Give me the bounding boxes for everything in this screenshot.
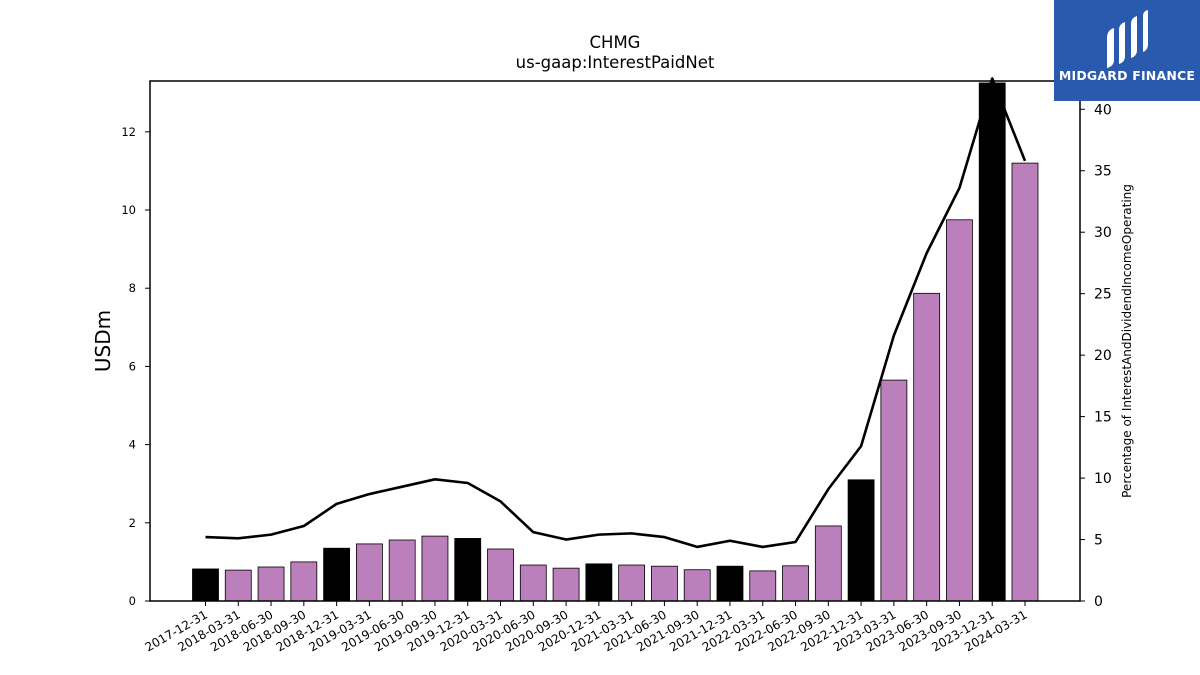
bar bbox=[224, 569, 252, 602]
bar bbox=[519, 564, 547, 602]
y2-tick-label: 40 bbox=[1094, 102, 1112, 118]
bar bbox=[716, 565, 744, 602]
y2-axis-label: Percentage of InterestAndDividendIncomeO… bbox=[1120, 184, 1134, 498]
bar bbox=[421, 535, 449, 602]
y2-tick-label: 10 bbox=[1094, 471, 1112, 487]
bar bbox=[651, 565, 678, 602]
y2-tick-label: 0 bbox=[1094, 594, 1103, 610]
brand-logo: MIDGARD FINANCE bbox=[1054, 0, 1200, 101]
bar bbox=[192, 568, 219, 602]
bar bbox=[585, 563, 613, 602]
bar bbox=[913, 292, 941, 602]
y2-tick-label: 35 bbox=[1094, 164, 1112, 180]
y2-tick-label: 30 bbox=[1094, 225, 1112, 241]
line-path bbox=[205, 77, 1027, 549]
bar bbox=[847, 479, 875, 602]
bar bbox=[782, 565, 809, 602]
y-tick-label: 12 bbox=[121, 125, 136, 139]
bar bbox=[388, 539, 416, 602]
y-tick-label: 2 bbox=[129, 516, 136, 530]
y2-tick-label: 25 bbox=[1094, 287, 1112, 303]
y-tick-label: 6 bbox=[129, 359, 136, 373]
line-series bbox=[205, 77, 1027, 549]
bar bbox=[323, 547, 351, 602]
bar bbox=[487, 548, 514, 602]
plot-frame bbox=[149, 80, 1081, 602]
y-axis-label: USDm bbox=[91, 310, 115, 372]
y-tick-label: 10 bbox=[121, 203, 136, 217]
y2-tick-label: 20 bbox=[1094, 348, 1112, 364]
bar bbox=[946, 219, 973, 602]
midgard-logo-icon bbox=[1107, 10, 1148, 68]
bar bbox=[618, 564, 646, 602]
bar bbox=[1011, 162, 1039, 602]
y2-tick-label: 5 bbox=[1094, 533, 1103, 549]
bar bbox=[880, 379, 908, 602]
bar bbox=[355, 543, 383, 602]
y2-tick-label: 15 bbox=[1094, 410, 1112, 426]
chart-title: CHMG bbox=[590, 33, 641, 52]
bar-series bbox=[192, 82, 1039, 602]
y-axis-left: 0 2 4 6 8 10 12 bbox=[121, 125, 150, 608]
y-tick-label: 4 bbox=[129, 438, 136, 452]
bar bbox=[552, 567, 580, 602]
y-tick-label: 8 bbox=[129, 281, 136, 295]
bar bbox=[814, 525, 842, 602]
bar bbox=[683, 569, 711, 602]
x-axis: 2017-12-312018-03-312018-06-302018-09-30… bbox=[143, 601, 1030, 654]
y-tick-label: 0 bbox=[129, 594, 136, 608]
brand-name: MIDGARD FINANCE bbox=[1058, 68, 1196, 83]
bar bbox=[454, 538, 482, 602]
chart-subtitle: us-gaap:InterestPaidNet bbox=[516, 53, 715, 72]
y-axis-right: 0 5 10 15 20 25 30 35 40 bbox=[1080, 102, 1112, 610]
bar bbox=[749, 570, 777, 602]
bar bbox=[290, 561, 318, 602]
bar bbox=[257, 566, 285, 602]
bar bbox=[978, 82, 1006, 602]
